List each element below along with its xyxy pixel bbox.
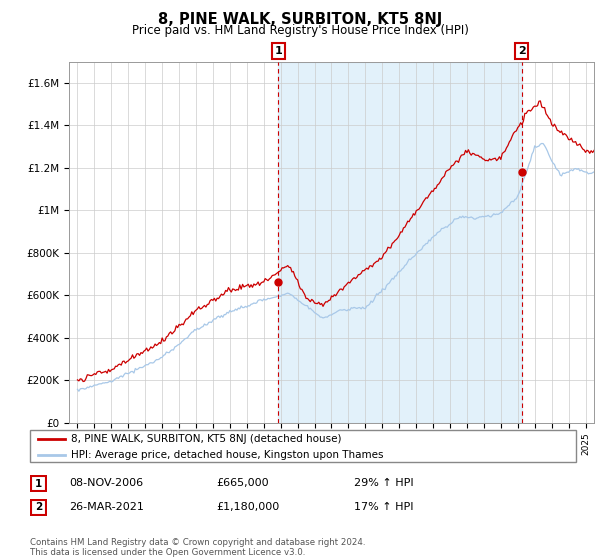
Text: 2: 2 — [35, 502, 42, 512]
Text: 29% ↑ HPI: 29% ↑ HPI — [354, 478, 413, 488]
Text: 1: 1 — [35, 479, 42, 489]
Text: 2: 2 — [518, 46, 526, 56]
Text: Contains HM Land Registry data © Crown copyright and database right 2024.
This d: Contains HM Land Registry data © Crown c… — [30, 538, 365, 557]
Text: 8, PINE WALK, SURBITON, KT5 8NJ (detached house): 8, PINE WALK, SURBITON, KT5 8NJ (detache… — [71, 433, 341, 444]
Text: 8, PINE WALK, SURBITON, KT5 8NJ: 8, PINE WALK, SURBITON, KT5 8NJ — [158, 12, 442, 27]
Text: £665,000: £665,000 — [216, 478, 269, 488]
Text: 08-NOV-2006: 08-NOV-2006 — [69, 478, 143, 488]
Bar — [278, 62, 521, 423]
Text: 26-MAR-2021: 26-MAR-2021 — [69, 502, 144, 512]
Text: £1,180,000: £1,180,000 — [216, 502, 279, 512]
Text: 1: 1 — [274, 46, 282, 56]
Text: HPI: Average price, detached house, Kingston upon Thames: HPI: Average price, detached house, King… — [71, 450, 383, 460]
Text: 17% ↑ HPI: 17% ↑ HPI — [354, 502, 413, 512]
Text: Price paid vs. HM Land Registry's House Price Index (HPI): Price paid vs. HM Land Registry's House … — [131, 24, 469, 37]
